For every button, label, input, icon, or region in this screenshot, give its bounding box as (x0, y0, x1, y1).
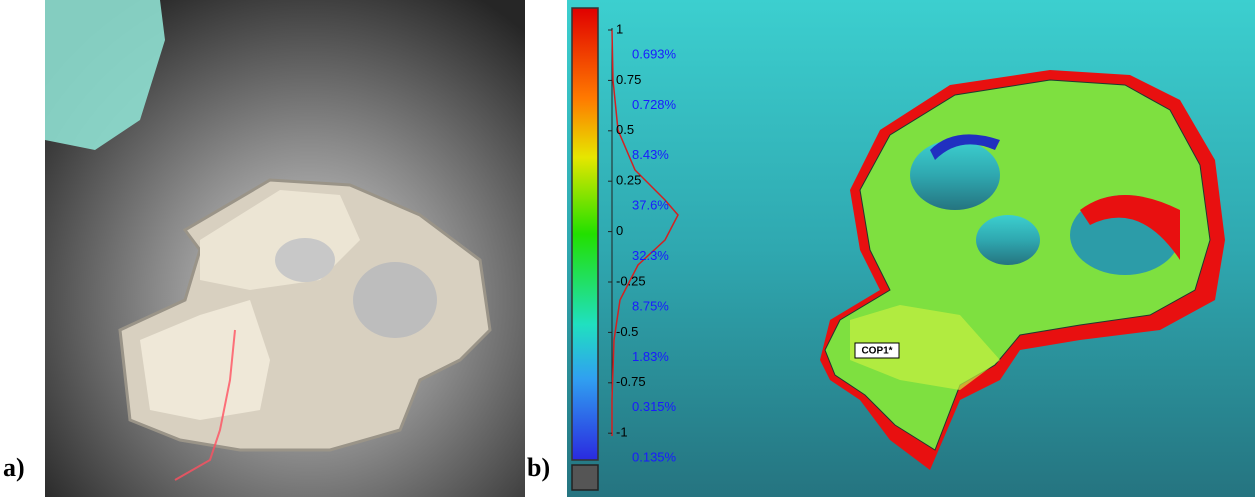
annotation: COP1* (861, 346, 892, 357)
percentage-label: 0.728% (632, 97, 677, 112)
percentage-label: 8.43% (632, 147, 669, 162)
panel-label: b) (527, 453, 550, 482)
percentage-label: 8.75% (632, 298, 669, 313)
scale-tick-label: -0.5 (616, 324, 638, 339)
photo-panel: a) (3, 0, 525, 497)
panel-label: a) (3, 453, 25, 482)
scale-tick-label: 0.75 (616, 72, 641, 87)
percentage-label: 0.693% (632, 46, 677, 61)
color-scale (572, 8, 598, 460)
percentage-label: 0.135% (632, 450, 677, 465)
scale-tick-label: 0.5 (616, 122, 634, 137)
scale-tick-label: -1 (616, 425, 628, 440)
percentage-label: 32.3% (632, 248, 669, 263)
scale-tick-label: 0 (616, 223, 623, 238)
percentage-label: 1.83% (632, 349, 669, 364)
scale-tick-label: 0.25 (616, 173, 641, 188)
scale-tick-label: 1 (616, 21, 623, 36)
scale-tick-label: -0.25 (616, 273, 646, 288)
percentage-label: 37.6% (632, 198, 669, 213)
scale-tick-label: -0.75 (616, 374, 646, 389)
figure: a) 1 0.75 0.5 0.25 0 -0.25 -0.5 -0.75 -1 0.693% 0.… (0, 0, 1255, 497)
percentage-label: 0.315% (632, 399, 677, 414)
deviation-panel: 1 0.75 0.5 0.25 0 -0.25 -0.5 -0.75 -1 0.693% 0.728… (527, 0, 1255, 497)
